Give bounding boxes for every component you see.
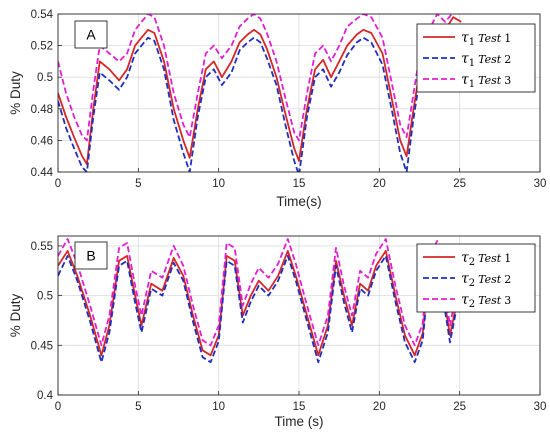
legend-word: Test bbox=[478, 252, 502, 265]
legend-sub: 2 bbox=[469, 278, 475, 289]
legend-word: Test bbox=[478, 53, 502, 66]
series-line-test-2 bbox=[58, 25, 462, 172]
chart-panel-a: 0 5 10 15 20 25 30 0.44 0.46 0.48 0.5 0.52 0.54 Time(… bbox=[8, 9, 546, 209]
y-tick-label: 0.48 bbox=[31, 104, 53, 116]
x-axis-label: Time (s) bbox=[275, 414, 324, 429]
panel-label-box bbox=[74, 241, 108, 270]
legend-symbol: τ bbox=[461, 292, 469, 308]
legend-symbol: τ bbox=[461, 51, 469, 67]
legend-symbol: τ bbox=[461, 72, 469, 88]
legend-sub: 1 bbox=[469, 79, 475, 90]
x-tick-label: 30 bbox=[534, 401, 547, 413]
x-tick-label: 0 bbox=[55, 178, 61, 190]
legend-word: Test bbox=[478, 32, 502, 45]
legend-num: 1 bbox=[504, 32, 511, 45]
legend-sub: 1 bbox=[469, 58, 475, 69]
legend-entry-label: τ2 Test 3 bbox=[461, 292, 511, 310]
x-tick-label: 10 bbox=[212, 178, 225, 190]
series-line-test-1 bbox=[58, 16, 462, 166]
legend-entry-label: τ2 Test 1 bbox=[461, 250, 511, 268]
legend-num: 2 bbox=[504, 53, 511, 66]
series-line-test-3 bbox=[58, 238, 459, 347]
y-tick-label: 0.54 bbox=[31, 9, 54, 21]
legend-entry-label: τ1 Test 2 bbox=[461, 51, 511, 69]
legend-num: 3 bbox=[504, 74, 511, 87]
y-tick-label: 0.45 bbox=[31, 340, 53, 352]
legend-num: 1 bbox=[504, 252, 511, 265]
legend-sub: 1 bbox=[469, 37, 475, 48]
axes-frame bbox=[57, 13, 541, 173]
x-tick-label: 5 bbox=[135, 178, 141, 190]
legend-symbol: τ bbox=[461, 271, 469, 287]
legend-symbol: τ bbox=[461, 30, 469, 46]
series-line-test-2 bbox=[58, 254, 459, 364]
x-tick-label: 25 bbox=[453, 401, 466, 413]
legend-sub: 2 bbox=[469, 299, 475, 310]
chart-panel-b: 0 5 10 15 20 25 30 0.4 0.45 0.5 0.55 Time (s) % Duty… bbox=[8, 235, 547, 429]
y-tick-label: 0.55 bbox=[31, 241, 53, 253]
x-tick-label: 30 bbox=[534, 178, 547, 190]
x-axis-label: Time(s) bbox=[276, 194, 321, 209]
y-tick-label: 0.52 bbox=[31, 41, 53, 53]
y-tick-label: 0.5 bbox=[37, 72, 53, 84]
y-tick-label: 0.4 bbox=[37, 390, 54, 402]
x-tick-label: 5 bbox=[135, 401, 141, 413]
legend: τ1 Test 1τ1 Test 2τ1 Test 3 bbox=[416, 23, 536, 93]
series-line-test-3 bbox=[58, 14, 462, 142]
y-tick-label: 0.46 bbox=[31, 135, 53, 147]
x-tick-label: 20 bbox=[373, 178, 386, 190]
panel-label: A bbox=[86, 27, 96, 43]
y-axis-label: % Duty bbox=[8, 71, 23, 115]
x-tick-label: 10 bbox=[212, 401, 225, 413]
panel-label-box bbox=[74, 20, 108, 49]
x-tick-label: 0 bbox=[55, 401, 61, 413]
legend-entry-label: τ1 Test 1 bbox=[461, 30, 511, 48]
legend-num: 3 bbox=[504, 294, 511, 307]
y-axis-label: % Duty bbox=[8, 293, 23, 337]
series-line-test-1 bbox=[58, 249, 459, 357]
y-tick-label: 0.5 bbox=[37, 291, 53, 303]
legend-num: 2 bbox=[504, 273, 511, 286]
panel-label: B bbox=[86, 248, 95, 264]
legend-entry-label: τ2 Test 2 bbox=[461, 271, 511, 289]
axes-frame bbox=[57, 235, 541, 396]
x-tick-label: 15 bbox=[293, 178, 306, 190]
legend-sub: 2 bbox=[469, 257, 475, 268]
legend-word: Test bbox=[478, 294, 502, 307]
legend-entry-label: τ1 Test 3 bbox=[461, 72, 511, 90]
x-tick-label: 25 bbox=[453, 178, 466, 190]
legend-word: Test bbox=[478, 273, 502, 286]
legend: τ2 Test 1τ2 Test 2τ2 Test 3 bbox=[416, 243, 536, 313]
x-tick-label: 15 bbox=[293, 401, 306, 413]
x-tick-label: 20 bbox=[373, 401, 386, 413]
legend-word: Test bbox=[478, 74, 502, 87]
legend-symbol: τ bbox=[461, 250, 469, 266]
y-tick-label: 0.44 bbox=[31, 167, 54, 179]
